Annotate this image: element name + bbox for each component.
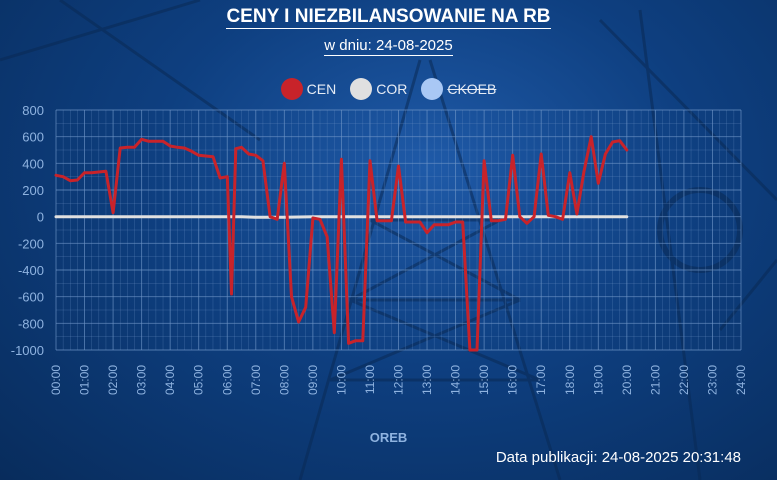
series-line-cor (54, 215, 629, 219)
x-tick-label: 14:00 (449, 365, 463, 395)
x-axis-ticks: 00:00 01:00 02:00 03:00 04:00 05:00 06:00 07:00… (49, 365, 748, 395)
y-tick-label: 600 (22, 130, 44, 145)
x-tick-label: 01:00 (78, 365, 92, 395)
x-tick-label: 17:00 (534, 365, 548, 395)
x-tick-label: 18:00 (563, 365, 577, 395)
x-tick-label: 23:00 (705, 365, 719, 395)
x-tick-label: 11:00 (363, 365, 377, 394)
x-tick-label: 04:00 (163, 365, 177, 395)
chart-grid (55, 109, 742, 351)
y-tick-label: 0 (37, 210, 44, 225)
legend-swatch-ckoeb (421, 78, 444, 100)
legend-label-ckoeb: CKOEB (447, 81, 497, 97)
y-tick-label: -1000 (11, 343, 44, 358)
x-tick-label: 15:00 (477, 365, 491, 395)
y-tick-label: -400 (18, 263, 44, 278)
x-tick-label: 19:00 (591, 365, 605, 395)
chart-legend: CEN COR CKOEB (0, 78, 777, 100)
x-tick-label: 08:00 (277, 365, 291, 395)
legend-swatch-cen (280, 78, 303, 100)
y-tick-label: -800 (18, 316, 44, 331)
x-tick-label: 02:00 (106, 365, 120, 395)
x-tick-label: 16:00 (506, 365, 520, 395)
x-tick-label: 13:00 (420, 365, 434, 395)
y-tick-label: 800 (22, 103, 44, 118)
series-line-cen (54, 135, 629, 352)
x-tick-label: 07:00 (249, 365, 263, 395)
legend-item-cor[interactable]: COR (350, 78, 407, 100)
x-tick-label: 24:00 (734, 365, 748, 395)
x-tick-label: 03:00 (135, 365, 149, 395)
x-tick-label: 22:00 (677, 365, 691, 395)
x-tick-label: 12:00 (392, 365, 406, 395)
x-tick-label: 10:00 (334, 365, 348, 395)
legend-swatch-cor (350, 78, 373, 100)
legend-item-cen[interactable]: CEN (280, 78, 337, 100)
x-tick-label: 20:00 (620, 365, 634, 395)
x-tick-label: 06:00 (220, 365, 234, 395)
legend-label-cor: COR (376, 81, 408, 97)
y-tick-label: 400 (22, 156, 44, 171)
chart-title-text: CENY I NIEZBILANSOWANIE NA RB (226, 6, 551, 29)
chart-subtitle: w dniu: 24-08-2025 (0, 37, 777, 56)
x-tick-label: 21:00 (648, 365, 662, 395)
legend-label-cen: CEN (306, 81, 337, 97)
y-tick-label: -600 (18, 290, 44, 305)
chart-series (54, 135, 629, 352)
y-axis-ticks: 800 600 400 200 0 -200 -400 -600 -800 -1000 (11, 103, 44, 358)
chart-subtitle-text: w dniu: 24-08-2025 (324, 37, 453, 56)
publication-date: Data publikacji: 24-08-2025 20:31:48 (495, 449, 741, 466)
y-tick-label: -200 (18, 236, 44, 251)
x-tick-label: 09:00 (306, 365, 320, 395)
y-tick-label: 200 (22, 183, 44, 198)
x-tick-label: 05:00 (192, 365, 206, 395)
chart-title: CENY I NIEZBILANSOWANIE NA RB (0, 6, 777, 29)
x-tick-label: 00:00 (49, 365, 63, 395)
legend-item-ckoeb[interactable]: CKOEB (421, 78, 496, 100)
x-axis-title: OREB (369, 430, 408, 445)
